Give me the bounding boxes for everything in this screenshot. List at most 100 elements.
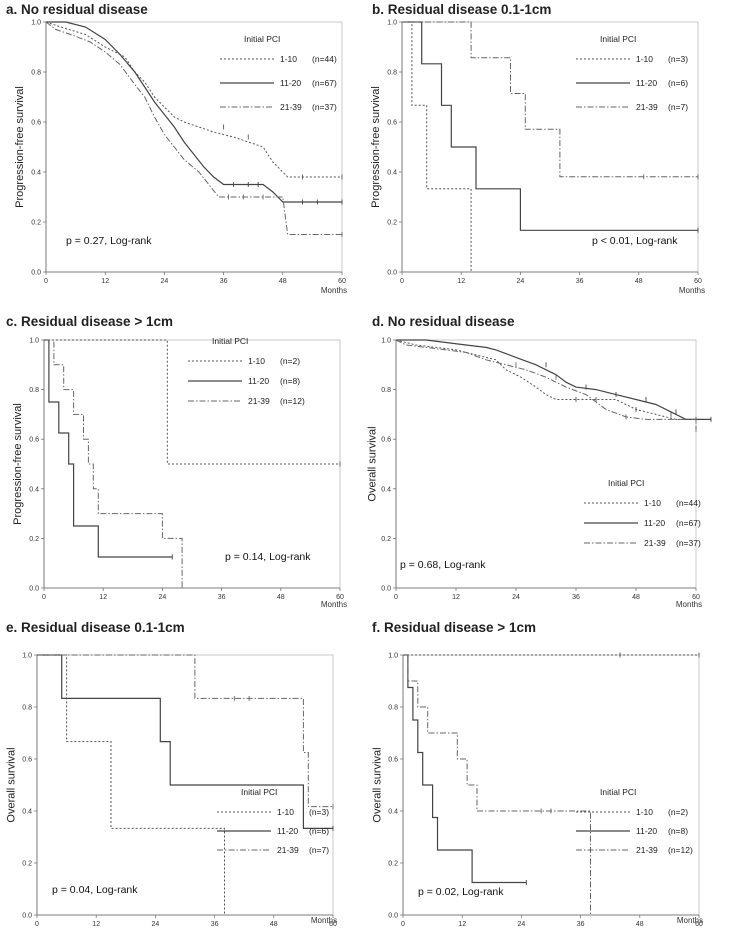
plot-frame — [395, 339, 697, 589]
x-tick-label: 36 — [576, 278, 584, 285]
legend-count: (n=67) — [312, 78, 337, 88]
logrank-p-value: p = 0.02, Log-rank — [418, 886, 504, 898]
legend-label: 1-10 — [644, 498, 661, 508]
panel-f-os-residual-over-1cm: f. Residual disease > 1cm Overall surviva… — [366, 615, 732, 928]
legend-label: 21-39 — [636, 102, 658, 112]
x-tick-label: 60 — [336, 594, 344, 601]
y-tick-label: 0.0 — [388, 913, 398, 920]
legend-label: 1-10 — [636, 54, 653, 64]
legend-count: (n=2) — [280, 356, 300, 366]
y-tick-label: 0.2 — [388, 861, 398, 868]
y-tick-label: 0.6 — [22, 757, 32, 764]
y-tick-label: 0.6 — [31, 120, 41, 127]
legend-label: 11-20 — [280, 78, 301, 88]
legend-title: Initial PCI — [600, 34, 636, 44]
survival-curve-11-20 — [402, 21, 698, 231]
legend-count: (n=37) — [676, 538, 701, 548]
x-tick-label: 48 — [279, 278, 287, 285]
legend-label: 11-20 — [636, 826, 657, 836]
panel-c-pfs-residual-over-1cm: c. Residual disease > 1cm Progression-fre… — [0, 310, 366, 615]
survival-curve-21-39 — [403, 654, 591, 915]
survival-curve-21-39 — [402, 21, 698, 178]
panel-b-pfs-residual-0-1-1cm: b. Residual disease 0.1-1cm Progression-f… — [366, 0, 732, 310]
x-tick-label: 36 — [572, 594, 580, 601]
legend-count: (n=12) — [668, 845, 693, 855]
legend-count: (n=2) — [668, 807, 688, 817]
y-tick-label: 0.2 — [29, 536, 39, 543]
x-tick-label: 0 — [35, 921, 39, 928]
legend-label: 1-10 — [277, 807, 294, 817]
legend-label: 21-39 — [280, 102, 302, 112]
panel-e-os-residual-0-1-1cm: e. Residual disease 0.1-1cm Overall survi… — [0, 615, 366, 928]
survival-curve-11-20 — [403, 654, 527, 884]
x-tick-label: 60 — [338, 278, 346, 285]
legend-count: (n=12) — [280, 396, 305, 406]
x-tick-label: 60 — [695, 921, 703, 928]
x-tick-label: 48 — [270, 921, 278, 928]
x-tick-label: 24 — [517, 278, 525, 285]
logrank-p-value: p = 0.14, Log-rank — [225, 551, 311, 563]
y-tick-label: 0.6 — [29, 437, 39, 444]
x-tick-label: 48 — [632, 594, 640, 601]
logrank-p-value: p = 0.68, Log-rank — [400, 559, 486, 571]
x-tick-label: 24 — [512, 594, 520, 601]
survival-curve-1-10 — [45, 21, 342, 178]
y-tick-label: 1.0 — [29, 338, 39, 345]
y-tick-label: 0.0 — [31, 270, 41, 277]
legend-count: (n=6) — [309, 826, 329, 836]
panel-a-pfs-no-residual: a. No residual disease Progression-free s… — [0, 0, 366, 310]
y-tick-label: 1.0 — [387, 20, 397, 27]
y-tick-label: 1.0 — [31, 20, 41, 27]
legend-count: (n=37) — [312, 102, 337, 112]
y-tick-label: 0.8 — [22, 705, 32, 712]
x-tick-label: 0 — [44, 278, 48, 285]
x-axis-label: Months — [676, 600, 702, 609]
legend-count: (n=6) — [668, 78, 688, 88]
y-tick-label: 0.8 — [387, 70, 397, 77]
x-tick-label: 12 — [452, 594, 460, 601]
y-tick-label: 0.6 — [388, 757, 398, 764]
legend-count: (n=3) — [309, 807, 329, 817]
x-tick-label: 60 — [692, 594, 700, 601]
x-tick-label: 36 — [218, 594, 226, 601]
x-tick-label: 0 — [400, 278, 404, 285]
y-tick-label: 1.0 — [388, 653, 398, 660]
y-tick-label: 1.0 — [22, 653, 32, 660]
legend-count: (n=44) — [312, 54, 337, 64]
x-axis-label: Months — [321, 600, 347, 609]
legend-label: 21-39 — [636, 845, 658, 855]
legend-count: (n=3) — [668, 54, 688, 64]
x-tick-label: 36 — [577, 921, 585, 928]
legend-title: Initial PCI — [608, 478, 644, 488]
logrank-p-value: p = 0.04, Log-rank — [52, 884, 138, 896]
x-tick-label: 48 — [277, 594, 285, 601]
survival-curve-1-10 — [44, 339, 340, 465]
survival-curve-21-39 — [37, 654, 333, 808]
survival-curve-11-20 — [44, 339, 173, 558]
survival-curve-11-20 — [396, 339, 711, 420]
panel-title: a. No residual disease — [6, 2, 148, 17]
x-tick-label: 12 — [101, 278, 109, 285]
legend-label: 11-20 — [636, 78, 657, 88]
y-tick-label: 0.0 — [22, 913, 32, 920]
x-tick-label: 0 — [394, 594, 398, 601]
survival-curve-1-10 — [37, 654, 225, 915]
panel-title: b. Residual disease 0.1-1cm — [372, 2, 552, 17]
x-tick-label: 60 — [329, 921, 337, 928]
legend-count: (n=44) — [676, 498, 701, 508]
y-tick-label: 0.6 — [381, 437, 391, 444]
y-tick-label: 0.8 — [31, 70, 41, 77]
survival-curve-11-20 — [46, 21, 342, 203]
y-tick-label: 0.0 — [381, 586, 391, 593]
survival-curve-11-20 — [37, 654, 333, 829]
y-tick-label: 0.0 — [387, 270, 397, 277]
panel-title: f. Residual disease > 1cm — [372, 620, 536, 635]
x-tick-label: 48 — [635, 278, 643, 285]
y-tick-label: 0.4 — [31, 170, 41, 177]
legend-label: 21-39 — [644, 538, 666, 548]
y-tick-label: 0.4 — [29, 486, 39, 493]
